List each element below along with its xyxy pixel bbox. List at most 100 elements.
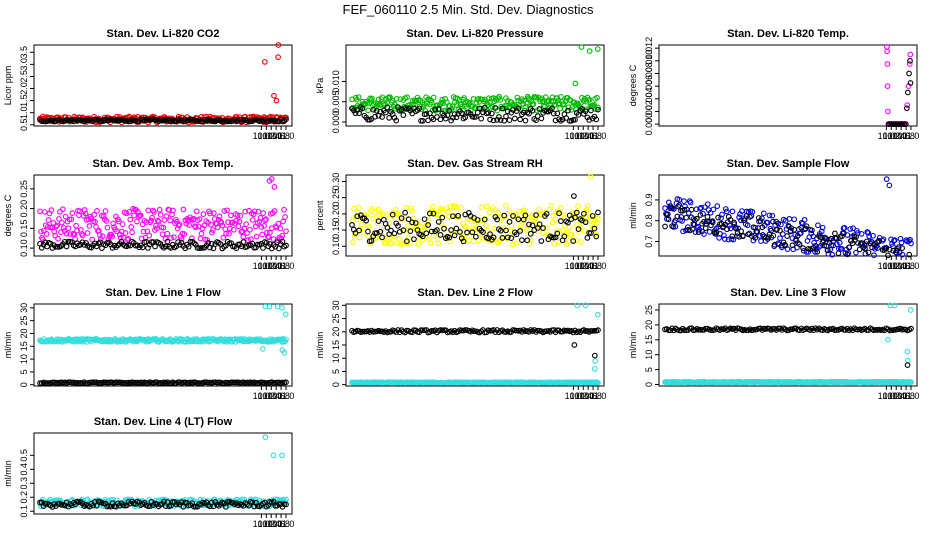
y-tick-label: 20 xyxy=(644,320,654,330)
data-point xyxy=(826,326,833,332)
y-axis-label: ml/min xyxy=(3,460,13,487)
data-point xyxy=(521,97,527,104)
data-point xyxy=(471,328,477,335)
data-point xyxy=(568,231,575,238)
data-point xyxy=(595,209,601,216)
data-point xyxy=(533,212,539,218)
data-point xyxy=(226,230,232,237)
data-point xyxy=(715,214,721,221)
data-point xyxy=(478,115,485,122)
data-point xyxy=(256,218,263,225)
data-point xyxy=(257,214,264,221)
data-point xyxy=(61,238,68,245)
data-point xyxy=(903,237,910,243)
data-point xyxy=(368,238,375,244)
data-point xyxy=(94,208,100,214)
outlier-point xyxy=(907,57,913,64)
data-point xyxy=(784,233,790,239)
x-tick-label: 10.2 xyxy=(883,261,901,271)
data-point xyxy=(713,229,720,236)
data-point xyxy=(240,233,247,240)
data-point xyxy=(253,379,259,386)
data-point xyxy=(79,232,86,239)
data-point xyxy=(54,222,60,229)
data-point xyxy=(355,205,362,211)
data-point xyxy=(732,225,739,231)
data-point xyxy=(484,203,490,210)
data-point xyxy=(391,233,398,240)
y-tick-label: 30 xyxy=(331,300,341,310)
data-point xyxy=(850,225,856,232)
data-point xyxy=(409,219,416,226)
series-2 xyxy=(662,325,914,368)
data-point xyxy=(721,236,728,242)
outlier-point xyxy=(906,70,912,77)
data-point xyxy=(127,216,134,223)
data-point xyxy=(497,97,504,103)
y-tick-label: 10 xyxy=(331,353,341,363)
data-point xyxy=(128,224,135,230)
data-point xyxy=(895,244,902,251)
plot-frame xyxy=(33,303,293,387)
data-point xyxy=(429,203,436,210)
data-point xyxy=(890,247,897,254)
data-point xyxy=(496,93,503,100)
data-point xyxy=(430,94,437,101)
data-point xyxy=(727,216,734,223)
x-tick-label: 11.0 xyxy=(590,391,607,401)
data-point xyxy=(358,221,365,228)
outlier-point xyxy=(578,44,585,50)
x-tick-label: 11.0 xyxy=(278,131,295,141)
outlier-point xyxy=(591,352,598,359)
data-point xyxy=(588,328,594,334)
outlier-point xyxy=(282,311,289,318)
data-point xyxy=(192,224,199,231)
series-2 xyxy=(885,57,914,127)
data-point xyxy=(122,230,129,236)
data-point xyxy=(565,107,571,114)
data-point xyxy=(437,232,444,238)
panel-title: Stan. Dev. Amb. Box Temp. xyxy=(93,158,234,170)
y-tick-label: 0.10 xyxy=(19,239,29,257)
y-tick-label: 10 xyxy=(644,350,654,360)
y-tick-label: 0.000 xyxy=(331,111,341,134)
data-point xyxy=(747,214,753,220)
data-point xyxy=(283,228,289,235)
outlier-point xyxy=(586,48,593,54)
data-point xyxy=(704,201,711,208)
x-tick-label: 10.4 xyxy=(887,131,905,141)
data-point xyxy=(833,327,840,333)
data-point xyxy=(405,216,412,223)
outlier-point xyxy=(907,307,914,313)
data-point xyxy=(403,205,409,211)
data-point xyxy=(450,203,457,209)
data-point xyxy=(779,231,786,237)
plot-frame xyxy=(658,303,918,387)
data-point xyxy=(373,230,380,236)
data-point xyxy=(491,225,498,232)
data-point xyxy=(575,203,581,210)
data-point xyxy=(389,240,395,247)
data-point xyxy=(39,496,46,503)
panel-title: Stan. Dev. Line 3 Flow xyxy=(730,287,846,299)
data-point xyxy=(242,208,249,215)
outlier-point xyxy=(903,105,910,112)
data-point xyxy=(99,233,106,240)
data-point xyxy=(798,219,805,226)
data-point xyxy=(260,210,267,216)
x-tick-label: 10.2 xyxy=(883,131,901,141)
y-axis-label: ml/min xyxy=(315,332,325,359)
data-point xyxy=(251,208,258,215)
data-point xyxy=(532,215,539,222)
data-point xyxy=(419,237,426,243)
data-point xyxy=(676,202,683,208)
data-point xyxy=(662,205,668,211)
data-point xyxy=(701,231,707,237)
outlier-point xyxy=(279,304,285,311)
x-tick-label: 11.0 xyxy=(278,519,295,529)
data-point xyxy=(204,237,211,243)
y-tick-label: 0.005 xyxy=(331,90,341,113)
data-point xyxy=(504,234,511,241)
series-1 xyxy=(884,44,914,127)
data-point xyxy=(793,237,799,244)
